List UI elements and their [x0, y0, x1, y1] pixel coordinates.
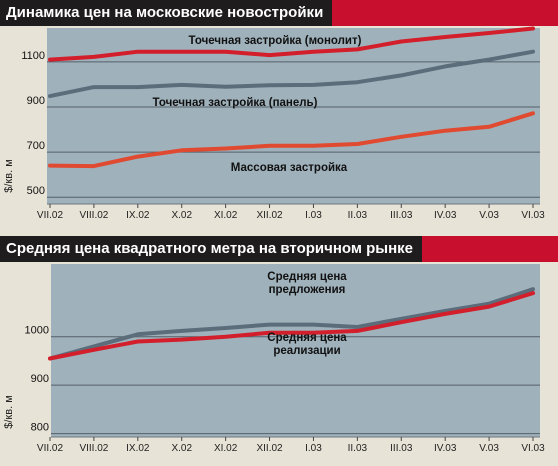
- c1-y-tick-900: 900: [27, 95, 45, 107]
- chart1-series-label-mass: Массовая застройка: [231, 162, 348, 174]
- c1-y-tick-1100: 1100: [21, 50, 45, 62]
- chart1-new-buildings-prices: 500 700 900 1100 VII.02 VIII.02 IX.02 X.02 XI.0…: [0, 26, 558, 236]
- chart2-y-ticks: 800 900 1000: [25, 325, 49, 434]
- chart1-series-lines: [48, 26, 535, 169]
- c1-x-tick-IX.02: IX.02: [126, 210, 150, 221]
- c1-plot-background: [47, 28, 540, 204]
- c1-x-tick-VII.02: VII.02: [37, 210, 64, 221]
- c1-x-tick-III.03: III.03: [390, 210, 413, 221]
- chart2-series-lines: [48, 287, 535, 361]
- c1-x-tick-XII.02: XII.02: [256, 210, 283, 221]
- chart2-secondary-market-prices: 800 900 1000 VII.02 VIII.02 IX.02 X.02 XI.02 XI…: [0, 262, 558, 466]
- c2-x-tick-X.02: X.02: [171, 443, 192, 454]
- c2-x-tick-III.03: III.03: [390, 443, 413, 454]
- chart1-series-label-panel: Точечная застройка (панель): [153, 97, 318, 109]
- chart1-plot-area: [47, 28, 540, 204]
- chart2-title: Средняя цена квадратного метра на вторич…: [0, 236, 422, 262]
- c2-y-tick-800: 800: [31, 422, 49, 434]
- c2-x-tick-II.03: II.03: [348, 443, 368, 454]
- c2-x-tick-XII.02: XII.02: [256, 443, 283, 454]
- chart1-title-accent: [332, 0, 558, 26]
- c1-x-tick-VIII.02: VIII.02: [79, 210, 108, 221]
- c2-x-tick-V.03: V.03: [479, 443, 499, 454]
- c2-x-tick-XI.02: XI.02: [214, 443, 238, 454]
- c1-y-tick-700: 700: [27, 140, 45, 152]
- c1-x-tick-IV.03: IV.03: [434, 210, 457, 221]
- chart1-title: Динамика цен на московские новостройки: [0, 0, 333, 26]
- chart1-series-label-monolith: Точечная застройка (монолит): [189, 35, 362, 47]
- chart2-title-accent: [422, 236, 558, 262]
- chart2-y-axis-label: $/кв. м: [3, 395, 15, 429]
- chart2-title-bar: Средняя цена квадратного метра на вторич…: [0, 236, 558, 262]
- c1-x-tick-XI.02: XI.02: [214, 210, 238, 221]
- c1-x-tick-I.03: I.03: [305, 210, 322, 221]
- c2-y-tick-900: 900: [31, 373, 49, 385]
- chart1-y-ticks: 500 700 900 1100: [21, 50, 45, 197]
- c1-x-tick-X.02: X.02: [171, 210, 192, 221]
- c1-y-tick-500: 500: [27, 185, 45, 197]
- chart1-title-bar: Динамика цен на московские новостройки: [0, 0, 558, 26]
- chart2-plot-area: [51, 264, 540, 437]
- c2-x-tick-IV.03: IV.03: [434, 443, 457, 454]
- chart2-sale-label-line1: Средняя цена: [267, 332, 347, 344]
- c1-x-tick-V.03: V.03: [479, 210, 499, 221]
- c1-series-2-line: [48, 49, 535, 99]
- chart2-x-ticks: VII.02 VIII.02 IX.02 X.02 XI.02 XII.02 I.03 II.…: [37, 437, 545, 454]
- c2-y-tick-1000: 1000: [25, 325, 49, 337]
- c2-plot-background: [51, 264, 540, 437]
- c1-x-tick-VI.03: VI.03: [521, 210, 545, 221]
- c2-series-1-line: [48, 287, 535, 361]
- chart1-x-ticks: VII.02 VIII.02 IX.02 X.02 XI.02 XII.02 I.03 II.…: [37, 204, 545, 221]
- c1-series-3-line: [48, 111, 535, 169]
- chart2-offer-label-line1: Средняя цена: [267, 271, 347, 283]
- c2-x-tick-IX.02: IX.02: [126, 443, 150, 454]
- chart1-y-axis-label: $/кв. м: [3, 159, 15, 193]
- c2-x-tick-VI.03: VI.03: [521, 443, 545, 454]
- c1-series-1-line: [48, 26, 535, 62]
- chart1-gridlines: [47, 61, 540, 205]
- chart2-sale-label-line2: реализации: [273, 345, 340, 357]
- chart2-offer-label-line2: предложения: [269, 284, 346, 296]
- c2-x-tick-VII.02: VII.02: [37, 443, 64, 454]
- c1-x-tick-II.03: II.03: [348, 210, 368, 221]
- c2-x-tick-I.03: I.03: [305, 443, 322, 454]
- c2-series-2-line: [48, 291, 535, 361]
- c2-x-tick-VIII.02: VIII.02: [79, 443, 108, 454]
